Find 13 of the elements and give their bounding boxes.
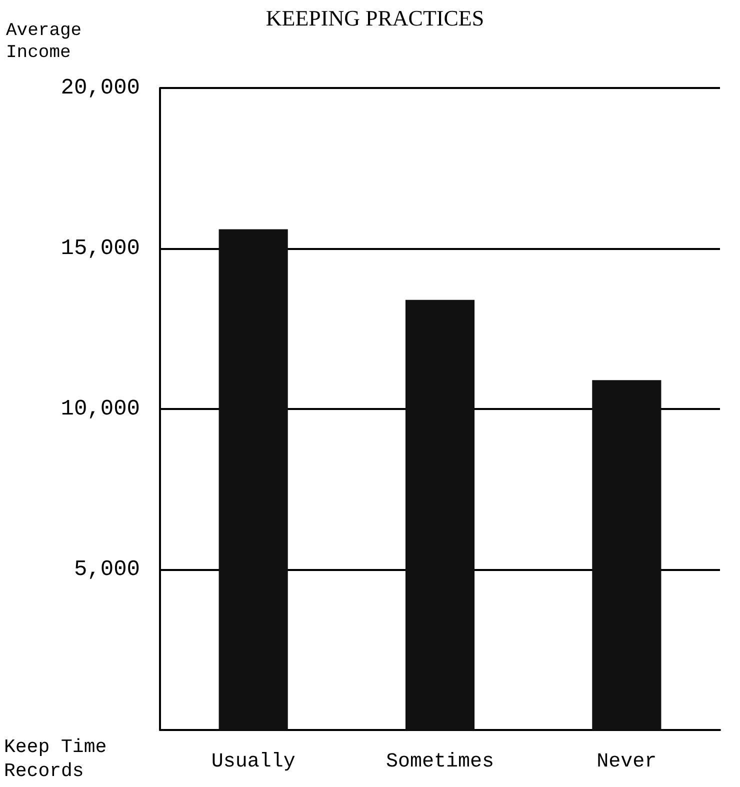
y-tick-label: 5,000	[74, 557, 140, 582]
y-tick-label: 15,000	[60, 236, 140, 261]
y-tick-label: 20,000	[60, 76, 140, 100]
x-tick-label: Usually	[211, 750, 296, 774]
bar	[218, 229, 288, 730]
chart-title: KEEPING PRACTICES	[266, 6, 484, 30]
x-tick-label: Sometimes	[386, 750, 494, 774]
x-axis-title: Keep Time Records	[4, 736, 107, 782]
y-axis-title: Average Income	[6, 21, 82, 63]
bar	[405, 300, 475, 730]
y-tick-label: 10,000	[60, 396, 140, 422]
bar	[592, 380, 662, 730]
x-tick-label: Never	[596, 750, 657, 774]
